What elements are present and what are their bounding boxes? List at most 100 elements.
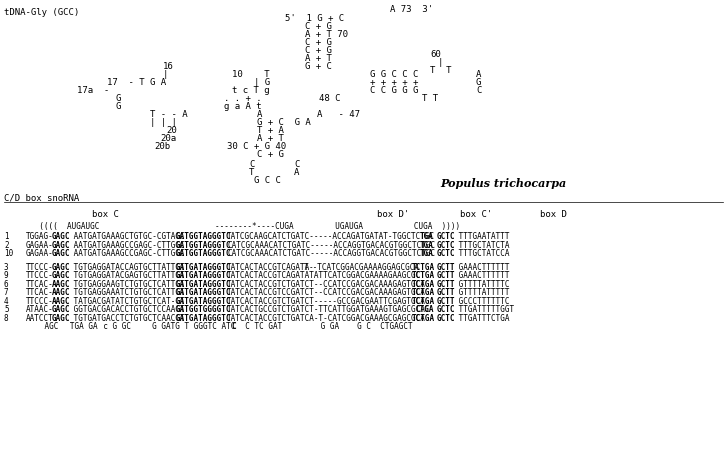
Text: T  T: T T	[430, 66, 451, 75]
Text: TCTGA: TCTGA	[411, 288, 434, 297]
Text: ATAAC-: ATAAC-	[26, 305, 54, 314]
Text: GAGAA-: GAGAA-	[26, 249, 54, 258]
Text: A: A	[476, 70, 481, 79]
Text: GCTC: GCTC	[437, 314, 455, 323]
Text: GAGAA-: GAGAA-	[26, 240, 54, 249]
Text: G: G	[116, 94, 121, 103]
Text: 17a  -: 17a -	[77, 86, 109, 95]
Text: 20b: 20b	[154, 142, 170, 151]
Text: | | |: | | |	[150, 118, 177, 127]
Text: A + T: A + T	[257, 134, 284, 143]
Text: + + + + +: + + + + +	[370, 78, 418, 87]
Text: 8: 8	[4, 314, 9, 323]
Text: C + G: C + G	[305, 38, 332, 47]
Text: G GA: G GA	[278, 322, 339, 331]
Text: 5'  1 G + C: 5' 1 G + C	[285, 14, 344, 23]
Text: . . + .: . . + .	[224, 94, 262, 103]
Text: GAGC: GAGC	[52, 240, 71, 249]
Text: box D': box D'	[377, 210, 409, 219]
Text: C C G G G: C C G G G	[370, 86, 418, 95]
Text: TATCACTACCGTCCGATCT--CCATCCGACGACAAAGAGTGCA: TATCACTACCGTCCGATCT--CCATCCGACGACAAAGAGT…	[227, 288, 426, 297]
Text: 60: 60	[430, 50, 441, 59]
Text: 3: 3	[4, 263, 9, 272]
Text: AAGC: AAGC	[52, 280, 71, 289]
Text: TGTGAGGATACGAGTGCTTATTGT: TGTGAGGATACGAGTGCTTATTGT	[69, 271, 185, 280]
Text: t c T g: t c T g	[232, 86, 270, 95]
Text: TGA: TGA	[419, 240, 433, 249]
Text: GAAACTTTTTT: GAAACTTTTTT	[454, 271, 510, 280]
Text: CATCGCAAACATCTGATC-----ACCAGGTGACACGTGGCTCTGC: CATCGCAAACATCTGATC-----ACCAGGTGACACGTGGC…	[227, 249, 435, 258]
Text: ((((  AUGAUGC                         --------*----CUGA         UGAUGA          : (((( AUGAUGC --------*----CUGA UGAUGA	[30, 222, 460, 231]
Text: TCTGA: TCTGA	[411, 280, 434, 289]
Text: GATGATAGGGTC: GATGATAGGGTC	[176, 280, 231, 289]
Text: Populus trichocarpa: Populus trichocarpa	[440, 178, 566, 189]
Text: C/D box snoRNA: C/D box snoRNA	[4, 193, 79, 202]
Text: AATGATGAAAGCCGAGC-CTTGGC: AATGATGAAAGCCGAGC-CTTGGC	[69, 249, 185, 258]
Text: GATGATAGGGTC: GATGATAGGGTC	[176, 271, 231, 280]
Text: --TCATCGGACGAAAAGGAGCGCA: --TCATCGGACGAAAAGGAGCGCA	[308, 263, 419, 272]
Text: GAAACTTTTTT: GAAACTTTTTT	[454, 263, 510, 272]
Text: TTCCC-: TTCCC-	[26, 263, 54, 272]
Text: 20: 20	[166, 126, 177, 135]
Text: TGTGAGGAAATCTGTGCTCATTGT: TGTGAGGAAATCTGTGCTCATTGT	[69, 288, 185, 297]
Text: GAGC: GAGC	[52, 263, 71, 272]
Text: GGTGACGACACCTGTGCTCCAAGT: GGTGACGACACCTGTGCTCCAAGT	[69, 305, 185, 314]
Text: g a A t: g a A t	[224, 102, 262, 111]
Text: TTCCC-: TTCCC-	[26, 271, 54, 280]
Text: GATGGTAGGGTC: GATGGTAGGGTC	[176, 232, 231, 241]
Text: AATCCT: AATCCT	[26, 314, 54, 323]
Text: A + T: A + T	[305, 54, 332, 63]
Text: A + T 70: A + T 70	[305, 30, 348, 39]
Text: G GATG T GGGTC ATC: G GATG T GGGTC ATC	[129, 322, 240, 331]
Text: 10    T: 10 T	[232, 70, 270, 79]
Text: AAGC: AAGC	[52, 288, 71, 297]
Text: TTGATTTCTGA: TTGATTTCTGA	[454, 314, 510, 323]
Text: A: A	[257, 110, 262, 119]
Text: |: |	[438, 58, 443, 67]
Text: GAGC: GAGC	[52, 314, 71, 323]
Text: GCTT: GCTT	[437, 288, 455, 297]
Text: GAGC: GAGC	[52, 249, 71, 258]
Text: T: T	[249, 168, 254, 177]
Text: TTTGCTATCTA: TTTGCTATCTA	[454, 240, 510, 249]
Text: GCTC: GCTC	[437, 240, 455, 249]
Text: TATCGCAAGCATCTGATC-----ACCAGATGATAT-TGGCTCTGC: TATCGCAAGCATCTGATC-----ACCAGATGATAT-TGGC…	[227, 232, 435, 241]
Text: C TC GAT: C TC GAT	[236, 322, 282, 331]
Text: c G GC: c G GC	[95, 322, 132, 331]
Text: 48 C: 48 C	[319, 94, 340, 103]
Text: T T: T T	[422, 94, 438, 103]
Text: TTCAC-: TTCAC-	[26, 288, 54, 297]
Text: 6: 6	[4, 280, 9, 289]
Text: C: C	[294, 160, 300, 169]
Text: GATGGTGGGGTC: GATGGTGGGGTC	[176, 305, 231, 314]
Text: 4: 4	[4, 297, 9, 306]
Text: GCTT: GCTT	[437, 263, 455, 272]
Text: AGC: AGC	[26, 322, 58, 331]
Text: 2: 2	[4, 240, 9, 249]
Text: TCTGA: TCTGA	[411, 271, 434, 280]
Text: TTTGCTATCCA: TTTGCTATCCA	[454, 249, 510, 258]
Text: GAGC: GAGC	[52, 232, 71, 241]
Text: C + G: C + G	[305, 46, 332, 55]
Text: 7: 7	[4, 288, 9, 297]
Text: GATGGTAGGGTC: GATGGTAGGGTC	[176, 240, 231, 249]
Text: TGTGAGGATACCAGTGCTTATTGT: TGTGAGGATACCAGTGCTTATTGT	[69, 263, 185, 272]
Text: TATCACTACCGTCAGATA: TATCACTACCGTCAGATA	[227, 263, 310, 272]
Text: GCTT: GCTT	[437, 271, 455, 280]
Text: 16: 16	[163, 62, 174, 71]
Text: C: C	[476, 86, 481, 95]
Text: AATGATGAAAGCCGAGC-CTTGGC: AATGATGAAAGCCGAGC-CTTGGC	[69, 240, 185, 249]
Text: box D: box D	[539, 210, 566, 219]
Text: TATGACGATATCTGTGCTCAT-GT: TATGACGATATCTGTGCTCAT-GT	[69, 297, 185, 306]
Text: GTTTTATTTTC: GTTTTATTTTC	[454, 280, 510, 289]
Text: C: C	[249, 160, 254, 169]
Text: | G: | G	[254, 78, 270, 87]
Text: box C: box C	[92, 210, 119, 219]
Text: G C C: G C C	[254, 176, 281, 185]
Text: A: A	[294, 168, 300, 177]
Text: CTGA: CTGA	[415, 305, 434, 314]
Text: tDNA-Gly (GCC): tDNA-Gly (GCC)	[4, 8, 79, 17]
Text: 17  - T G A: 17 - T G A	[107, 78, 166, 87]
Text: GCTC: GCTC	[437, 249, 455, 258]
Text: AATGATGAAAGCTGTGC-CGTAGC: AATGATGAAAGCTGTGC-CGTAGC	[69, 232, 185, 241]
